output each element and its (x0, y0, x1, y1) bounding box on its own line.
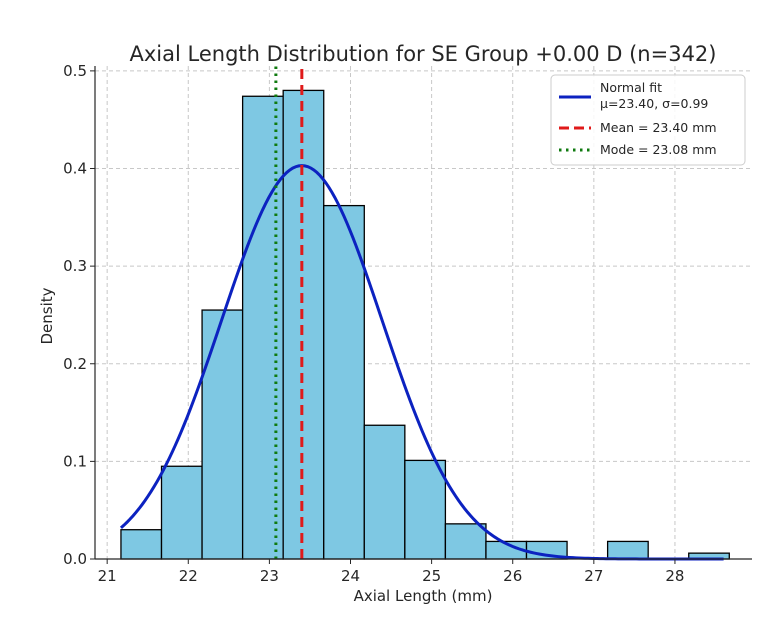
x-tick-label: 23 (260, 567, 279, 585)
y-tick-label: 0.2 (63, 355, 87, 373)
x-tick-label: 27 (584, 567, 603, 585)
y-tick-label: 0.5 (63, 62, 87, 80)
x-tick-label: 21 (98, 567, 117, 585)
histogram-bar (323, 204, 365, 560)
histogram-bar (201, 309, 244, 560)
y-axis-ticks: 0.0 0.1 0.2 0.3 0.4 0.5 (63, 62, 95, 568)
histogram-bar (120, 529, 163, 560)
y-tick-label: 0.4 (63, 160, 87, 178)
histogram-bar (282, 89, 325, 560)
x-tick-label: 28 (665, 567, 684, 585)
histogram-bar (404, 459, 447, 560)
x-tick-label: 25 (422, 567, 441, 585)
legend-fit-label: Normal fit (600, 80, 662, 95)
legend-mode-label: Mode = 23.08 mm (600, 142, 717, 157)
histogram-bar (444, 523, 487, 560)
x-axis-ticks: 21 22 23 24 25 26 27 28 (98, 559, 684, 585)
histogram-bar (606, 540, 649, 560)
y-tick-label: 0.0 (63, 550, 87, 568)
legend: Normal fit μ=23.40, σ=0.99 Mean = 23.40 … (550, 74, 746, 166)
x-tick-label: 22 (179, 567, 198, 585)
legend-fit-params: μ=23.40, σ=0.99 (600, 96, 708, 111)
x-axis-label: Axial Length (mm) (354, 587, 493, 605)
chart-title: Axial Length Distribution for SE Group +… (130, 42, 717, 66)
y-axis-label: Density (38, 287, 56, 344)
axes-frame (94, 66, 752, 560)
x-tick-label: 24 (341, 567, 360, 585)
histogram-bar (363, 424, 406, 560)
y-tick-label: 0.1 (63, 452, 87, 470)
histogram-bar (160, 465, 203, 560)
x-tick-label: 26 (503, 567, 522, 585)
y-tick-label: 0.3 (63, 257, 87, 275)
legend-mean-label: Mean = 23.40 mm (600, 120, 717, 135)
legend-box (550, 74, 746, 166)
